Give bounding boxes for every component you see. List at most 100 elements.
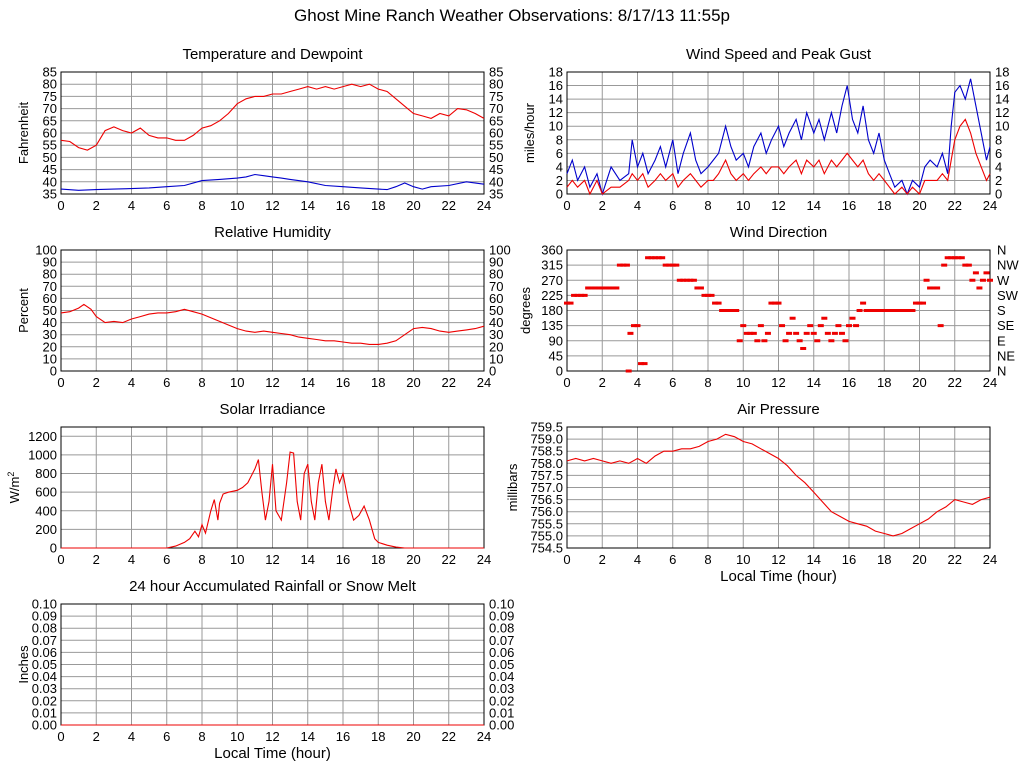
x-tick-label: 18 bbox=[877, 375, 891, 390]
y-tick-label: 85 bbox=[43, 65, 57, 80]
series-line-blue bbox=[60, 173, 485, 191]
x-tick-label: 14 bbox=[807, 552, 821, 567]
series-line-blue bbox=[566, 78, 991, 196]
chart-title: Solar Irradiance bbox=[220, 401, 326, 418]
x-tick-label: 24 bbox=[477, 729, 491, 744]
y-tick-label-right: 60 bbox=[489, 291, 503, 306]
x-tick-label: 24 bbox=[477, 375, 491, 390]
direction-point bbox=[616, 263, 623, 267]
x-tick-label: 4 bbox=[634, 198, 641, 213]
direction-point bbox=[888, 309, 895, 312]
x-tick-label: 12 bbox=[771, 552, 785, 567]
y-tick-label: 90 bbox=[43, 255, 57, 270]
compass-label: W bbox=[997, 273, 1010, 288]
series-line-red bbox=[61, 451, 484, 549]
direction-point bbox=[726, 309, 733, 312]
y-tick-label: 40 bbox=[43, 315, 57, 330]
x-tick-label: 8 bbox=[704, 552, 711, 567]
direction-point bbox=[955, 256, 962, 260]
compass-label: SE bbox=[997, 318, 1015, 333]
direction-point bbox=[613, 286, 620, 290]
direction-point bbox=[683, 278, 690, 282]
y-tick-label-right: 0.06 bbox=[489, 645, 514, 660]
y-axis-label: Inches bbox=[16, 645, 31, 684]
direction-point bbox=[595, 286, 602, 290]
direction-point bbox=[602, 286, 609, 290]
x-tick-label: 18 bbox=[877, 552, 891, 567]
y-tick-label: 10 bbox=[549, 119, 563, 134]
compass-label: N bbox=[997, 243, 1006, 258]
direction-point bbox=[574, 293, 581, 297]
direction-point bbox=[652, 256, 659, 260]
x-tick-label: 12 bbox=[265, 552, 279, 567]
direction-point bbox=[747, 331, 754, 335]
x-tick-label: 6 bbox=[669, 375, 676, 390]
y-tick-label: 200 bbox=[35, 522, 57, 537]
compass-label: NE bbox=[997, 348, 1015, 363]
direction-point bbox=[884, 309, 891, 312]
direction-point bbox=[930, 286, 937, 290]
y-tick-label: 100 bbox=[35, 243, 57, 258]
direction-point bbox=[962, 263, 969, 267]
direction-point bbox=[842, 339, 849, 343]
direction-point bbox=[789, 316, 796, 320]
y-tick-label-right: 80 bbox=[489, 267, 503, 282]
direction-point bbox=[680, 278, 687, 282]
x-tick-label: 18 bbox=[371, 198, 385, 213]
compass-label: N bbox=[997, 364, 1006, 379]
direction-point bbox=[627, 331, 634, 335]
y-tick-label: 1000 bbox=[28, 447, 57, 462]
direction-point bbox=[807, 324, 814, 328]
y-tick-label: 30 bbox=[43, 327, 57, 342]
direction-point bbox=[796, 339, 803, 343]
direction-point bbox=[846, 324, 852, 328]
y-tick-label: 70 bbox=[43, 279, 57, 294]
direction-point bbox=[743, 331, 750, 335]
y-tick-label-right: 40 bbox=[489, 315, 503, 330]
y-tick-label-right: 0.02 bbox=[489, 693, 514, 708]
y-tick-label: 0 bbox=[556, 187, 563, 202]
y-tick-label-right: 90 bbox=[489, 255, 503, 270]
y-tick-label-right: 0.01 bbox=[489, 705, 514, 720]
chart-rain: 24 hour Accumulated Rainfall or Snow Mel… bbox=[16, 578, 514, 762]
y-tick-label-right: 0.05 bbox=[489, 657, 514, 672]
series-line-red bbox=[566, 118, 991, 196]
direction-point bbox=[581, 293, 588, 297]
x-tick-label: 8 bbox=[198, 729, 205, 744]
y-tick-label: 45 bbox=[549, 348, 563, 363]
x-tick-label: 10 bbox=[736, 198, 750, 213]
direction-point bbox=[588, 286, 595, 290]
x-tick-label: 16 bbox=[842, 375, 856, 390]
x-tick-label: 24 bbox=[983, 198, 997, 213]
x-tick-label: 24 bbox=[983, 375, 997, 390]
y-tick-label-right: 10 bbox=[489, 351, 503, 366]
y-tick-label: 0 bbox=[50, 364, 57, 379]
y-tick-label: 60 bbox=[43, 126, 57, 141]
x-tick-label: 4 bbox=[128, 729, 135, 744]
x-tick-label: 0 bbox=[57, 729, 64, 744]
x-tick-label: 8 bbox=[704, 375, 711, 390]
direction-point bbox=[722, 309, 729, 312]
direction-point bbox=[733, 309, 740, 312]
direction-point bbox=[740, 324, 747, 328]
y-tick-label: 70 bbox=[43, 101, 57, 116]
direction-point bbox=[874, 309, 881, 312]
direction-point bbox=[736, 339, 743, 343]
y-tick-label: 45 bbox=[43, 162, 57, 177]
direction-point bbox=[838, 331, 845, 335]
x-tick-label: 12 bbox=[265, 729, 279, 744]
direction-point bbox=[666, 263, 673, 267]
direction-point bbox=[697, 286, 704, 290]
direction-point bbox=[634, 324, 641, 328]
y-tick-label: 270 bbox=[541, 273, 563, 288]
plot-frame bbox=[566, 426, 991, 549]
y-tick-label: 0.03 bbox=[32, 681, 57, 696]
x-tick-label: 4 bbox=[128, 198, 135, 213]
direction-point bbox=[669, 263, 676, 267]
direction-point bbox=[673, 263, 680, 267]
y-tick-label: 14 bbox=[549, 92, 563, 107]
y-tick-label: 60 bbox=[43, 291, 57, 306]
x-tick-label: 4 bbox=[634, 552, 641, 567]
page-title: Ghost Mine Ranch Weather Observations: 8… bbox=[294, 6, 730, 25]
